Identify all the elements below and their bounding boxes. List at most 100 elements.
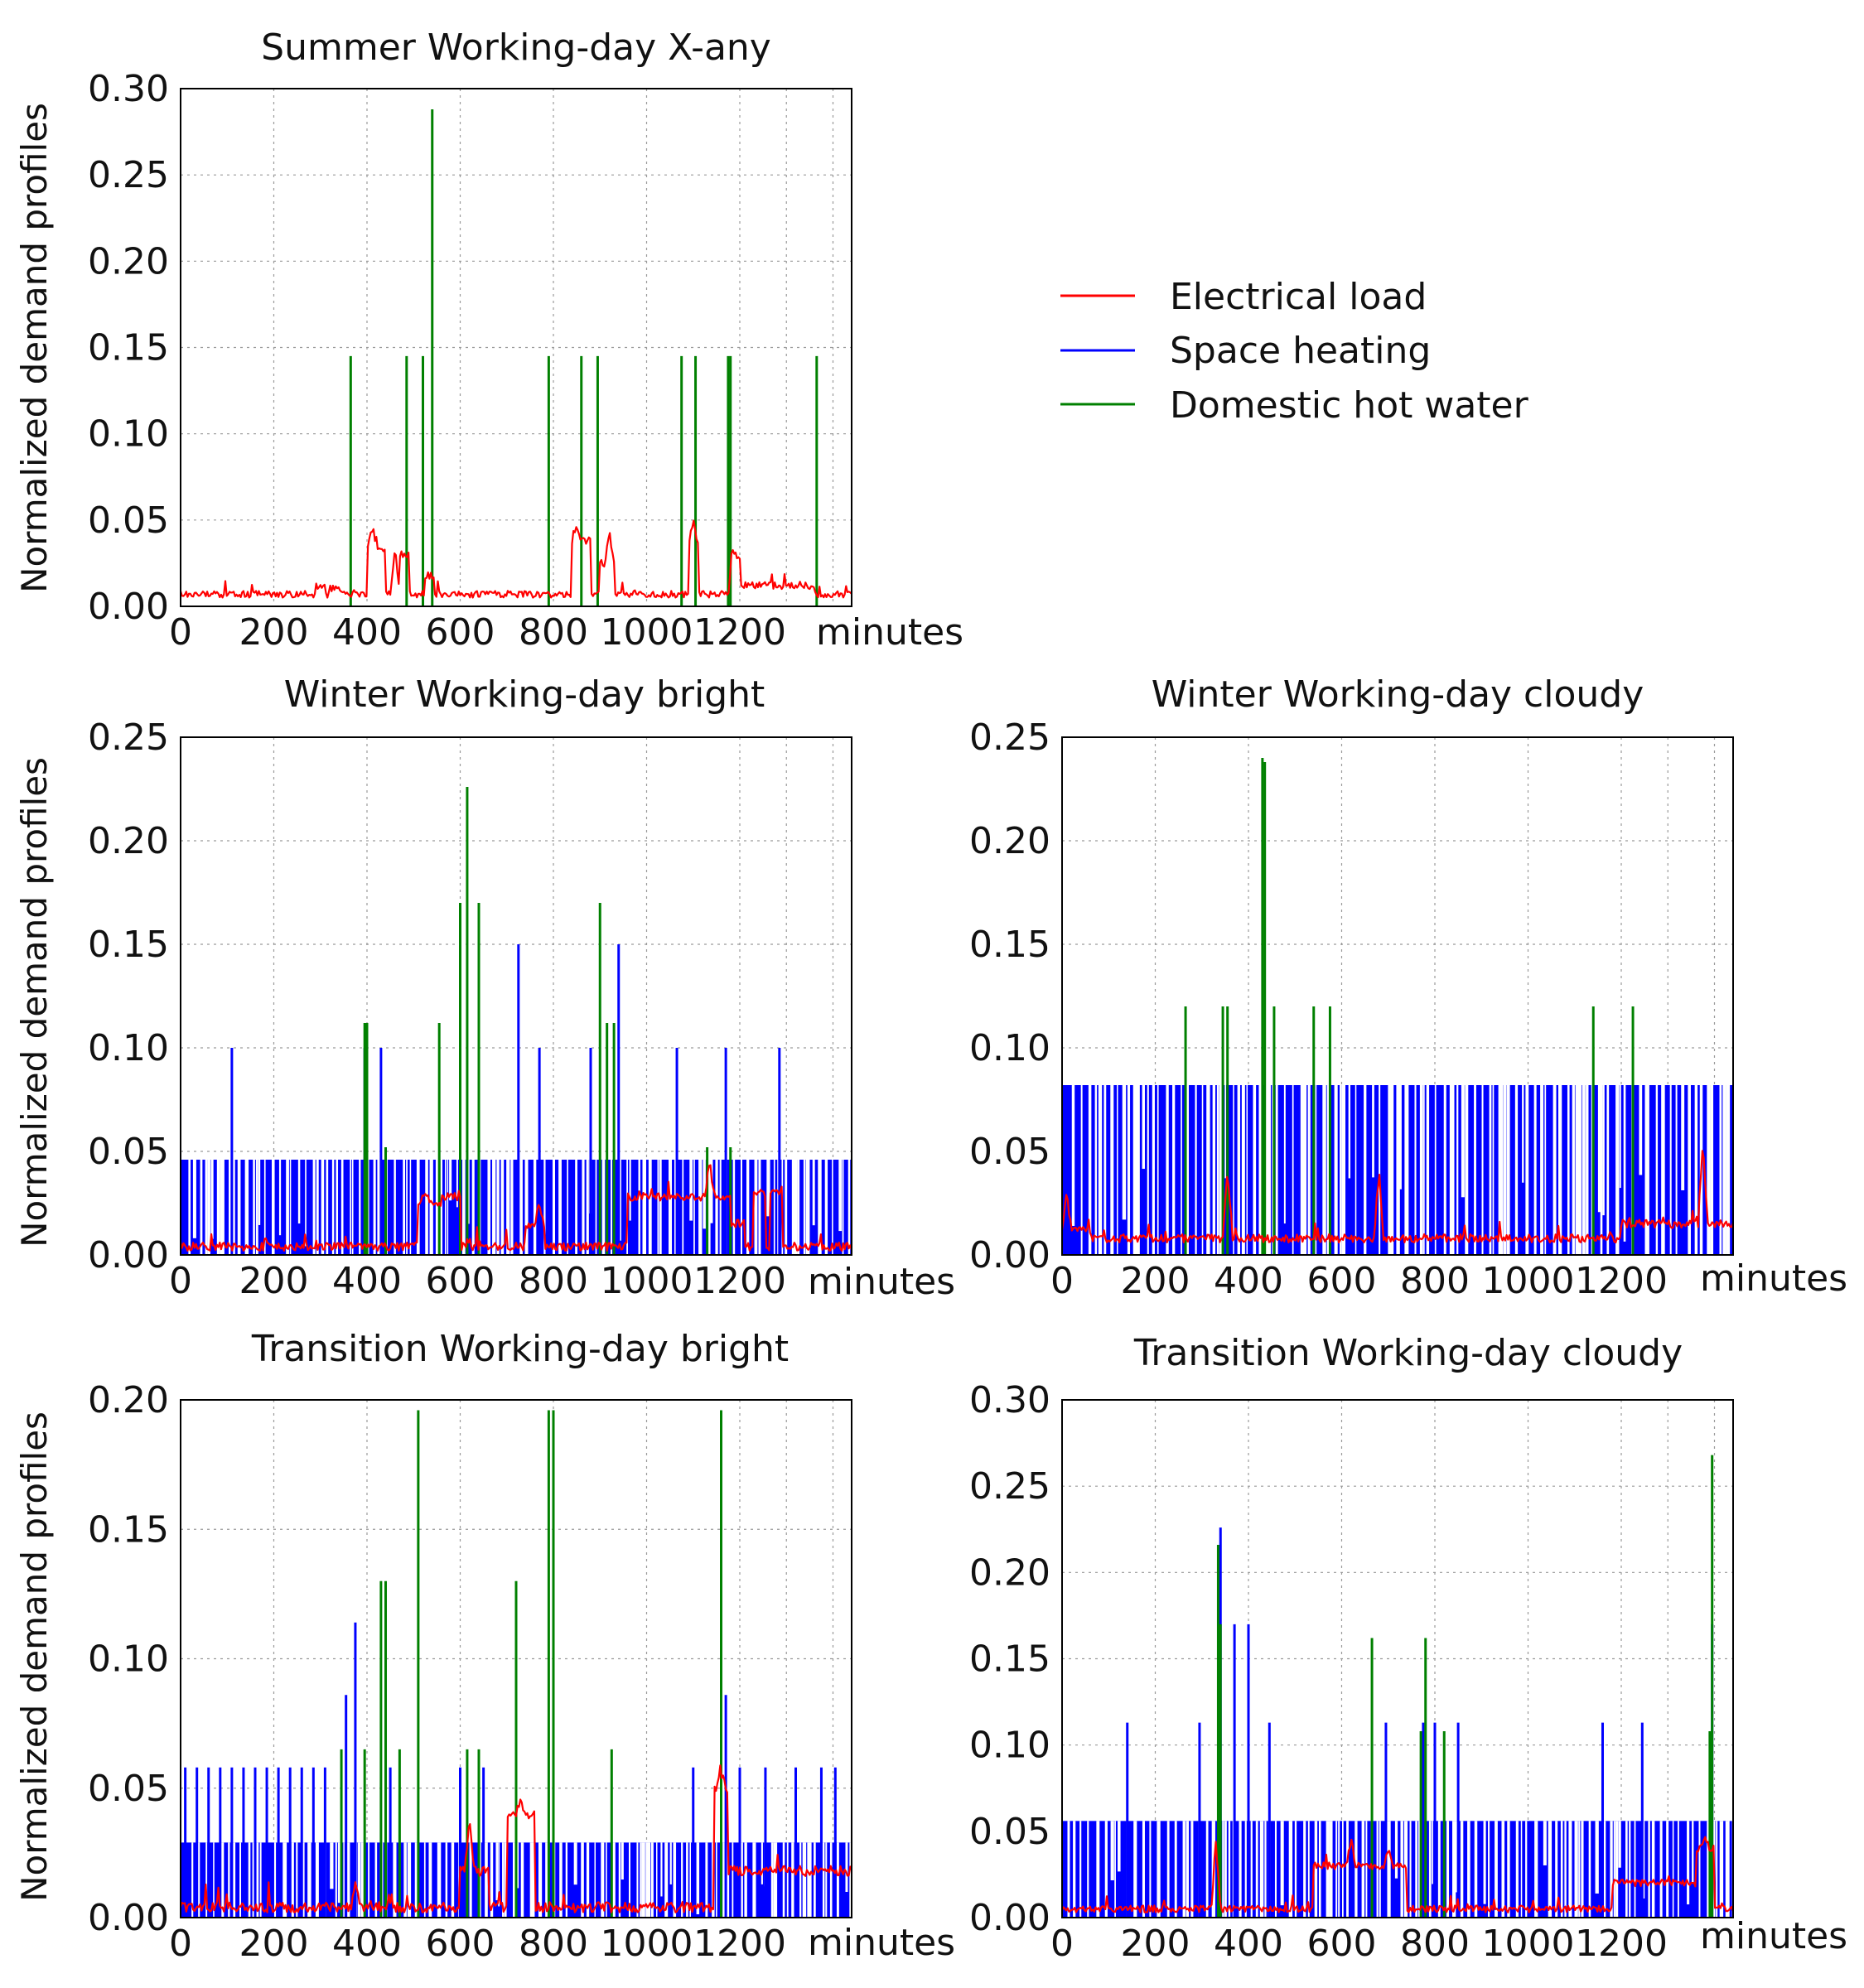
space-heating-gap [529,1842,534,1918]
space-heating-gap [326,1160,329,1255]
space-heating-gap [1334,1085,1338,1255]
space-heating-gap [394,1160,396,1255]
space-heating-gap [1186,1821,1190,1918]
space-heating-gap [791,1160,795,1255]
space-heating-gap [357,1842,361,1918]
x-tick-label: 1200 [693,1923,786,1965]
x-axis-ticks: 0 200 400 600 800 1000 1200 [169,1260,786,1302]
legend: Electrical load Space heating Domestic h… [1060,276,1529,427]
space-heating-gap [849,1842,852,1918]
space-heating-gap [1398,1085,1402,1189]
space-heating-gap [1365,1821,1368,1918]
y-tick-label: 0.15 [969,1638,1050,1681]
space-heating-gap [519,1160,523,1255]
space-heating-gap [1307,1085,1311,1255]
x-tick-label: 600 [426,1260,495,1302]
space-heating-gap [1172,1085,1176,1255]
space-heating-gap [1661,1085,1665,1255]
space-heating-gap [414,1842,418,1918]
space-heating-gap [1707,1821,1710,1918]
space-heating-gap [286,1160,289,1255]
space-heating-gap [740,1842,743,1918]
space-heating-gap [504,1842,507,1918]
space-heating-gap [766,1160,770,1217]
electrical-load-series [181,1764,852,1913]
space-heating-gap [805,1160,809,1255]
space-heating-gap [838,1160,843,1232]
space-heating-gap [232,1842,236,1918]
space-heating-gap [282,1842,286,1918]
space-heating-gap [538,1842,543,1918]
x-axis-ticks: 0 200 400 600 800 1000 1200 [169,1923,786,1965]
space-heating-gap [510,1160,514,1255]
x-tick-label: 0 [1050,1923,1074,1965]
space-heating-gap [1118,1821,1121,1872]
x-axis-label: minutes [808,1922,955,1964]
y-axis-label: Normalized demand profiles [14,757,55,1247]
x-tick-label: 200 [1121,1923,1190,1965]
space-heating-gap [330,1842,334,1889]
space-heating-gap [406,1160,408,1255]
space-heating-gap [1495,1821,1498,1918]
space-heating-gap [1602,1085,1605,1216]
space-heating-gap [1492,1085,1495,1255]
space-heating-gap [822,1842,825,1918]
panel-winter-cloudy: Winter Working-day cloudy 0.000.050.100.… [969,673,1847,1302]
space-heating-gap [1692,1821,1694,1883]
space-heating-gap [487,1160,491,1255]
space-heating-gap [1206,1085,1210,1255]
space-heating-gap [445,1842,448,1918]
space-heating-gap [836,1842,839,1918]
space-heating-gap [1094,1085,1098,1255]
space-heating-gap [732,1842,734,1918]
y-tick-label: 0.15 [88,1508,169,1551]
space-heating-gap [1303,1821,1306,1918]
space-heating-gap [716,1842,717,1918]
hot-water-series [1184,758,1635,1255]
plot-frame [180,88,852,607]
space-heating-gap [1619,1085,1621,1189]
panel-title: Summer Working-day X-any [261,27,771,69]
x-tick-label: 1000 [601,1923,693,1965]
space-heating-gap [305,1160,307,1247]
space-heating-gap [773,1160,775,1255]
space-heating-gap [1455,1821,1459,1893]
space-heating-gap [611,1842,616,1918]
space-heating-gap [490,1842,494,1918]
electrical-load-line [181,1164,852,1252]
space-heating-gap [1329,1821,1333,1918]
x-tick-label: 800 [519,611,588,654]
space-heating-gap [289,1160,292,1255]
space-heating-gap [648,1160,652,1255]
x-tick-label: 200 [1121,1260,1190,1302]
space-heating-gap [573,1842,577,1885]
space-heating-gap [253,1160,255,1255]
space-heating-gap [1396,1085,1400,1255]
space-heating-gap [594,1842,596,1918]
space-heating-gap [1157,1085,1159,1255]
space-heating-gap [786,1842,789,1918]
space-heating-gap [1414,1085,1417,1255]
space-heating-gap [1600,1085,1603,1255]
space-heating-gap [1443,1085,1446,1255]
space-heating-gap [586,1160,589,1255]
space-heating-gap [856,1842,857,1879]
space-heating-gap [285,1842,287,1918]
x-tick-label: 800 [1400,1923,1470,1965]
space-heating-gap [255,1160,258,1255]
space-heating-gap [368,1842,370,1918]
space-heating-gap [1404,1085,1408,1255]
space-heating-gap [263,1160,266,1255]
space-heating-gap [575,1160,577,1255]
space-heating-gap [1096,1821,1100,1918]
space-heating-gap [689,1842,691,1918]
y-tick-label: 0.10 [969,1725,1050,1767]
space-heating-gap [657,1160,659,1255]
x-tick-label: 400 [332,611,402,654]
space-heating-gap [802,1842,807,1918]
space-heating-gap [1501,1821,1505,1918]
legend-item-hot-water: Domestic hot water [1060,384,1529,427]
space-heating-gap [832,1160,833,1255]
space-heating-gap [824,1160,828,1255]
x-tick-label: 400 [1214,1923,1283,1965]
